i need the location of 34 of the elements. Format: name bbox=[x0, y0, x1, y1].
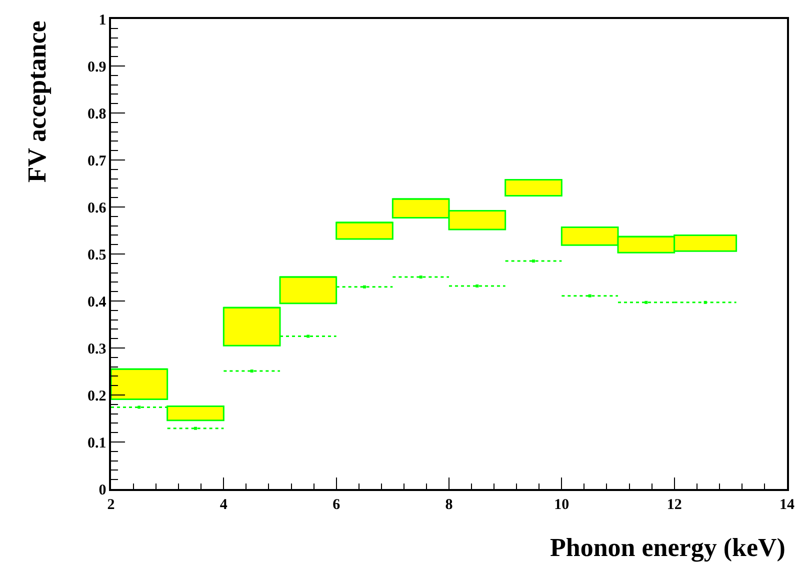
point bbox=[250, 370, 254, 373]
point bbox=[704, 300, 707, 304]
bar bbox=[336, 222, 394, 240]
y-tick-label: 0.5 bbox=[88, 247, 106, 264]
x-tick-label: 14 bbox=[780, 496, 795, 513]
bar bbox=[504, 178, 562, 196]
x-tick-label: 6 bbox=[332, 496, 341, 513]
point bbox=[532, 260, 535, 263]
x-tick-label: 4 bbox=[220, 496, 228, 513]
point bbox=[476, 284, 479, 288]
y-tick-label: 0.3 bbox=[88, 341, 106, 358]
y-tick-label: 0.6 bbox=[88, 200, 107, 216]
x-tick-label: 8 bbox=[445, 496, 453, 513]
y-tick-label: 0.4 bbox=[88, 294, 107, 310]
y-tick-label: 0.7 bbox=[88, 153, 107, 170]
x-axis-title: Phonon energy (keV) bbox=[550, 533, 786, 562]
y-tick-label: 1 bbox=[98, 12, 106, 28]
point bbox=[419, 276, 422, 279]
point bbox=[306, 334, 310, 338]
y-tick-label: 0.9 bbox=[88, 59, 106, 76]
y-tick-label: 0.2 bbox=[88, 388, 106, 404]
point bbox=[194, 426, 197, 430]
point bbox=[363, 285, 366, 288]
y-tick-label: 0.1 bbox=[88, 435, 106, 452]
point bbox=[138, 406, 141, 409]
y-tick-label: 0 bbox=[98, 482, 106, 498]
y-axis-title: FV acceptance bbox=[22, 20, 52, 183]
x-tick-label: 10 bbox=[554, 496, 570, 513]
bar bbox=[111, 368, 168, 400]
point bbox=[588, 294, 592, 298]
y-tick-label: 0.8 bbox=[88, 106, 106, 122]
x-tick-label: 12 bbox=[666, 496, 682, 513]
point bbox=[644, 300, 648, 304]
x-tick-label: 2 bbox=[107, 496, 115, 513]
